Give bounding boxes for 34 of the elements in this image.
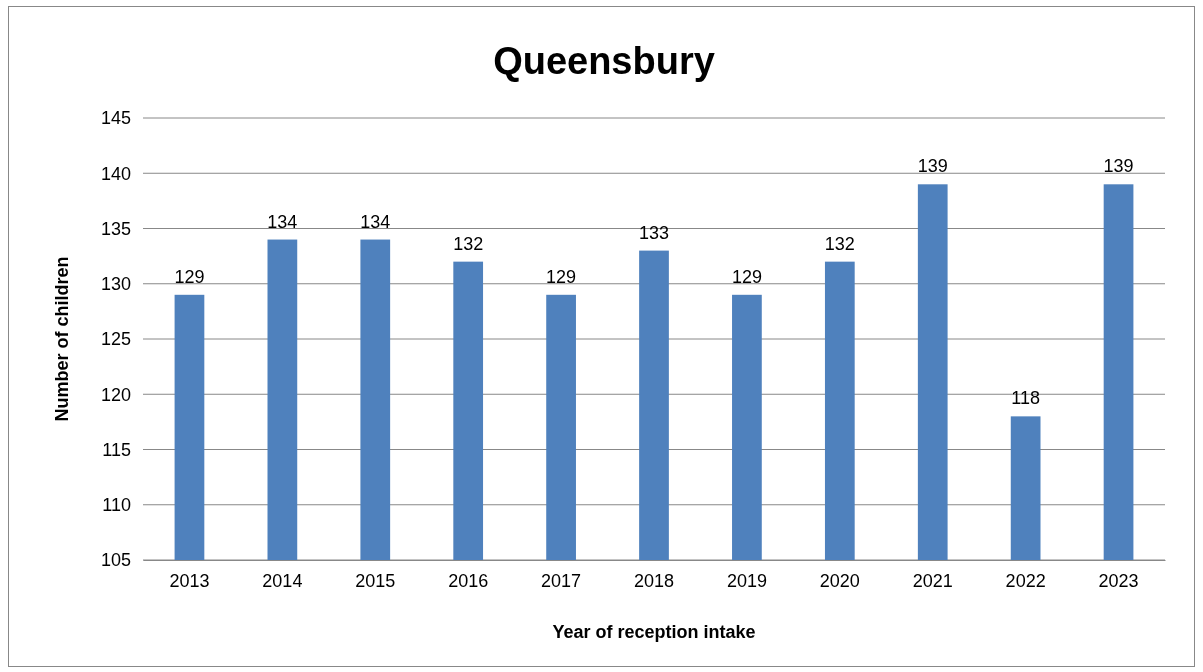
x-tick-label: 2017: [541, 570, 582, 591]
data-label: 132: [453, 233, 484, 254]
x-tick-label: 2023: [1098, 570, 1139, 591]
data-label: 129: [174, 266, 205, 287]
data-label: 118: [1011, 388, 1040, 409]
y-tick-label: 125: [100, 329, 131, 350]
y-tick-label: 145: [100, 108, 131, 129]
chart-title: Queensbury: [493, 40, 715, 82]
x-tick-label: 2019: [726, 570, 767, 591]
y-tick-label: 130: [100, 274, 131, 295]
x-tick-label: 2013: [169, 570, 210, 591]
x-tick-label: 2016: [448, 570, 489, 591]
y-tick-label: 140: [100, 163, 131, 184]
x-tick-label: 2021: [912, 570, 953, 591]
data-label: 129: [546, 266, 577, 287]
data-label: 132: [824, 233, 855, 254]
y-tick-label: 135: [100, 218, 131, 239]
data-label: 139: [1103, 156, 1134, 177]
y-tick-label: 115: [102, 439, 131, 460]
data-label: 134: [360, 211, 391, 232]
y-tick-label: 120: [100, 384, 131, 405]
x-tick-label: 2018: [633, 570, 675, 591]
x-tick-label: 2022: [1005, 570, 1046, 591]
data-label: 129: [731, 266, 762, 287]
y-axis-title: Number of children: [52, 256, 72, 422]
x-tick-label: 2020: [819, 570, 860, 591]
x-tick-label: 2014: [262, 570, 303, 591]
y-tick-label: 110: [102, 495, 131, 516]
y-tick-label: 105: [100, 550, 131, 571]
x-tick-label: 2015: [355, 570, 396, 591]
x-axis-title: Year of reception intake: [552, 622, 756, 642]
data-label: 134: [267, 211, 298, 232]
data-label: 133: [638, 222, 670, 243]
data-label: 139: [917, 156, 948, 177]
